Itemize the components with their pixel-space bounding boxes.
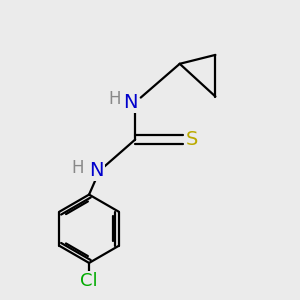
Text: H: H bbox=[108, 91, 121, 109]
Text: N: N bbox=[123, 93, 138, 112]
Text: Cl: Cl bbox=[80, 272, 98, 290]
Text: N: N bbox=[89, 161, 104, 180]
Text: H: H bbox=[71, 159, 83, 177]
Text: S: S bbox=[185, 130, 198, 149]
